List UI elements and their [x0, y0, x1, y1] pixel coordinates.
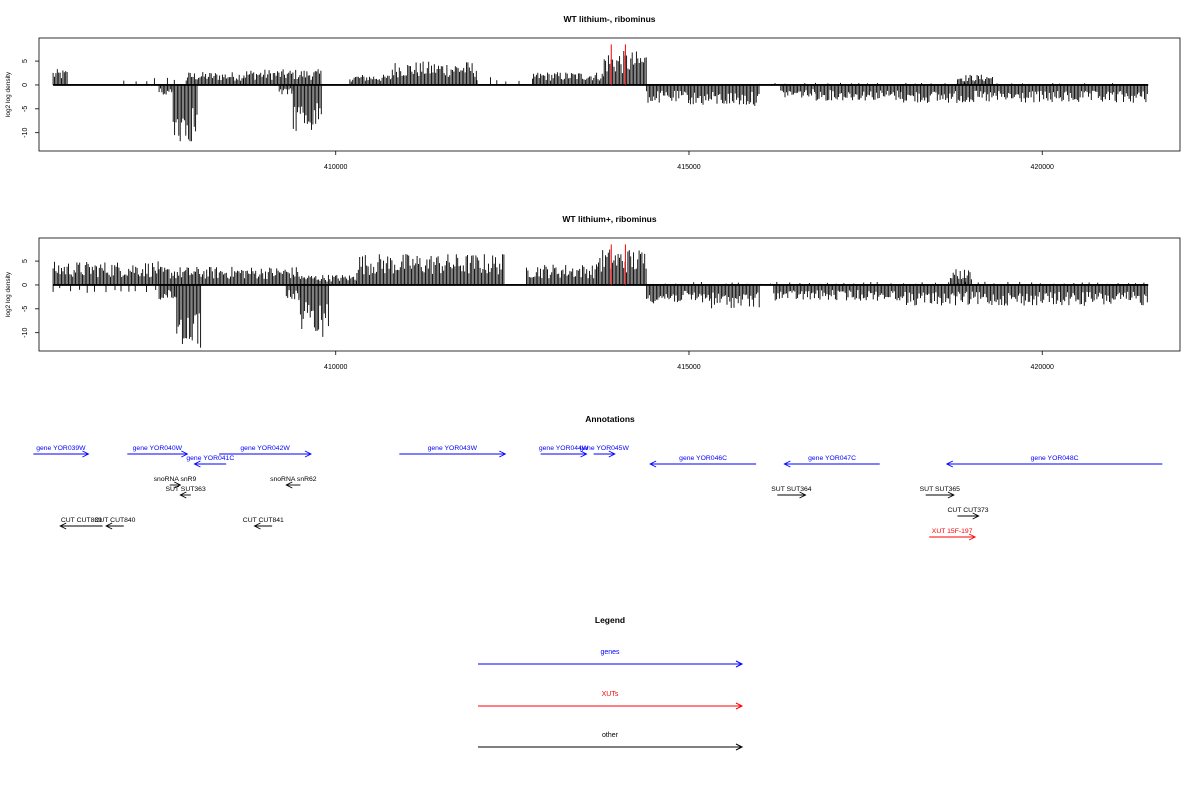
feature-label: snoRNA snR9 — [154, 476, 197, 483]
feature-arrow-head — [947, 491, 955, 499]
x-tick-label: 420000 — [1031, 364, 1054, 371]
feature-label: SUT SUT363 — [165, 486, 206, 493]
feature-label: SUT SUT364 — [771, 486, 812, 493]
feature-label: gene YOR046C — [679, 455, 727, 462]
y-tick-label: -5 — [22, 306, 29, 312]
legend-arrow-head — [735, 702, 744, 710]
x-tick-label: 410000 — [324, 164, 347, 171]
feature-arrow-head — [105, 522, 113, 530]
feature-label: gene YOR040W — [133, 445, 183, 452]
y-tick-label: 5 — [22, 259, 29, 263]
y-tick-label: 0 — [22, 83, 29, 87]
feature-label: gene YOR039W — [36, 445, 86, 452]
feature-label: gene YOR045W — [580, 445, 630, 452]
feature-arrow-head — [499, 450, 507, 458]
annotations-title: Annotations — [585, 414, 635, 424]
x-tick-label: 415000 — [677, 364, 700, 371]
chart-title: WT lithium-, ribominus — [563, 14, 655, 24]
feature-label: gene YOR043W — [428, 445, 478, 452]
legend-arrow-head — [735, 660, 744, 668]
y-tick-label: 5 — [22, 59, 29, 63]
plot-frame — [38, 237, 1181, 352]
feature-arrow-head — [253, 522, 261, 530]
feature-arrow-head — [608, 450, 616, 458]
feature-arrow-head — [580, 450, 588, 458]
legend-arrow-head — [735, 743, 744, 751]
feature-label: CUT CUT373 — [948, 507, 989, 514]
feature-arrow-head — [649, 460, 657, 468]
feature-arrow-head — [799, 491, 807, 499]
data-bars — [52, 51, 1148, 142]
x-tick-label: 410000 — [324, 364, 347, 371]
data-bars — [52, 249, 1148, 348]
feature-arrow-head — [968, 533, 977, 541]
chart-title: WT lithium+, ribominus — [562, 214, 656, 224]
x-tick-label: 420000 — [1031, 164, 1054, 171]
y-tick-label: -5 — [22, 106, 29, 112]
feature-label: gene YOR048C — [1031, 455, 1079, 462]
y-tick-label: -10 — [22, 328, 29, 338]
feature-label: gene YOR041C — [186, 455, 234, 462]
feature-arrow-head — [193, 460, 201, 468]
y-axis-label: log2 log density — [5, 71, 12, 117]
y-tick-label: 0 — [22, 283, 29, 287]
feature-arrow-head — [59, 522, 67, 530]
legend-item-label: other — [602, 732, 619, 739]
feature-arrow-head — [783, 460, 791, 468]
feature-arrow-head — [179, 491, 187, 499]
feature-arrow-head — [82, 450, 90, 458]
y-tick-label: -10 — [22, 128, 29, 138]
feature-label: gene YOR044W — [539, 445, 589, 452]
legend-item-label: XUTs — [602, 691, 619, 698]
feature-label: CUT CUT839 — [61, 517, 102, 524]
feature-arrow-head — [285, 481, 293, 489]
x-tick-label: 415000 — [677, 164, 700, 171]
feature-label: gene YOR042W — [240, 445, 290, 452]
feature-label: gene YOR047C — [808, 455, 856, 462]
y-axis-label: log2 log density — [5, 271, 12, 317]
feature-arrow-head — [972, 512, 980, 520]
feature-label: CUT CUT841 — [243, 517, 284, 524]
legend-item-label: genes — [600, 649, 620, 656]
feature-label: CUT CUT840 — [94, 517, 135, 524]
legend-title: Legend — [595, 615, 625, 625]
feature-arrow-head — [304, 450, 313, 458]
feature-arrow-head — [181, 450, 189, 458]
feature-label: XUT 15F-197 — [932, 528, 973, 535]
feature-label: snoRNA snR62 — [270, 476, 317, 483]
plot-frame — [38, 37, 1181, 152]
feature-label: SUT SUT365 — [920, 486, 961, 493]
feature-arrow-head — [174, 481, 182, 489]
feature-arrow-head — [945, 460, 954, 468]
